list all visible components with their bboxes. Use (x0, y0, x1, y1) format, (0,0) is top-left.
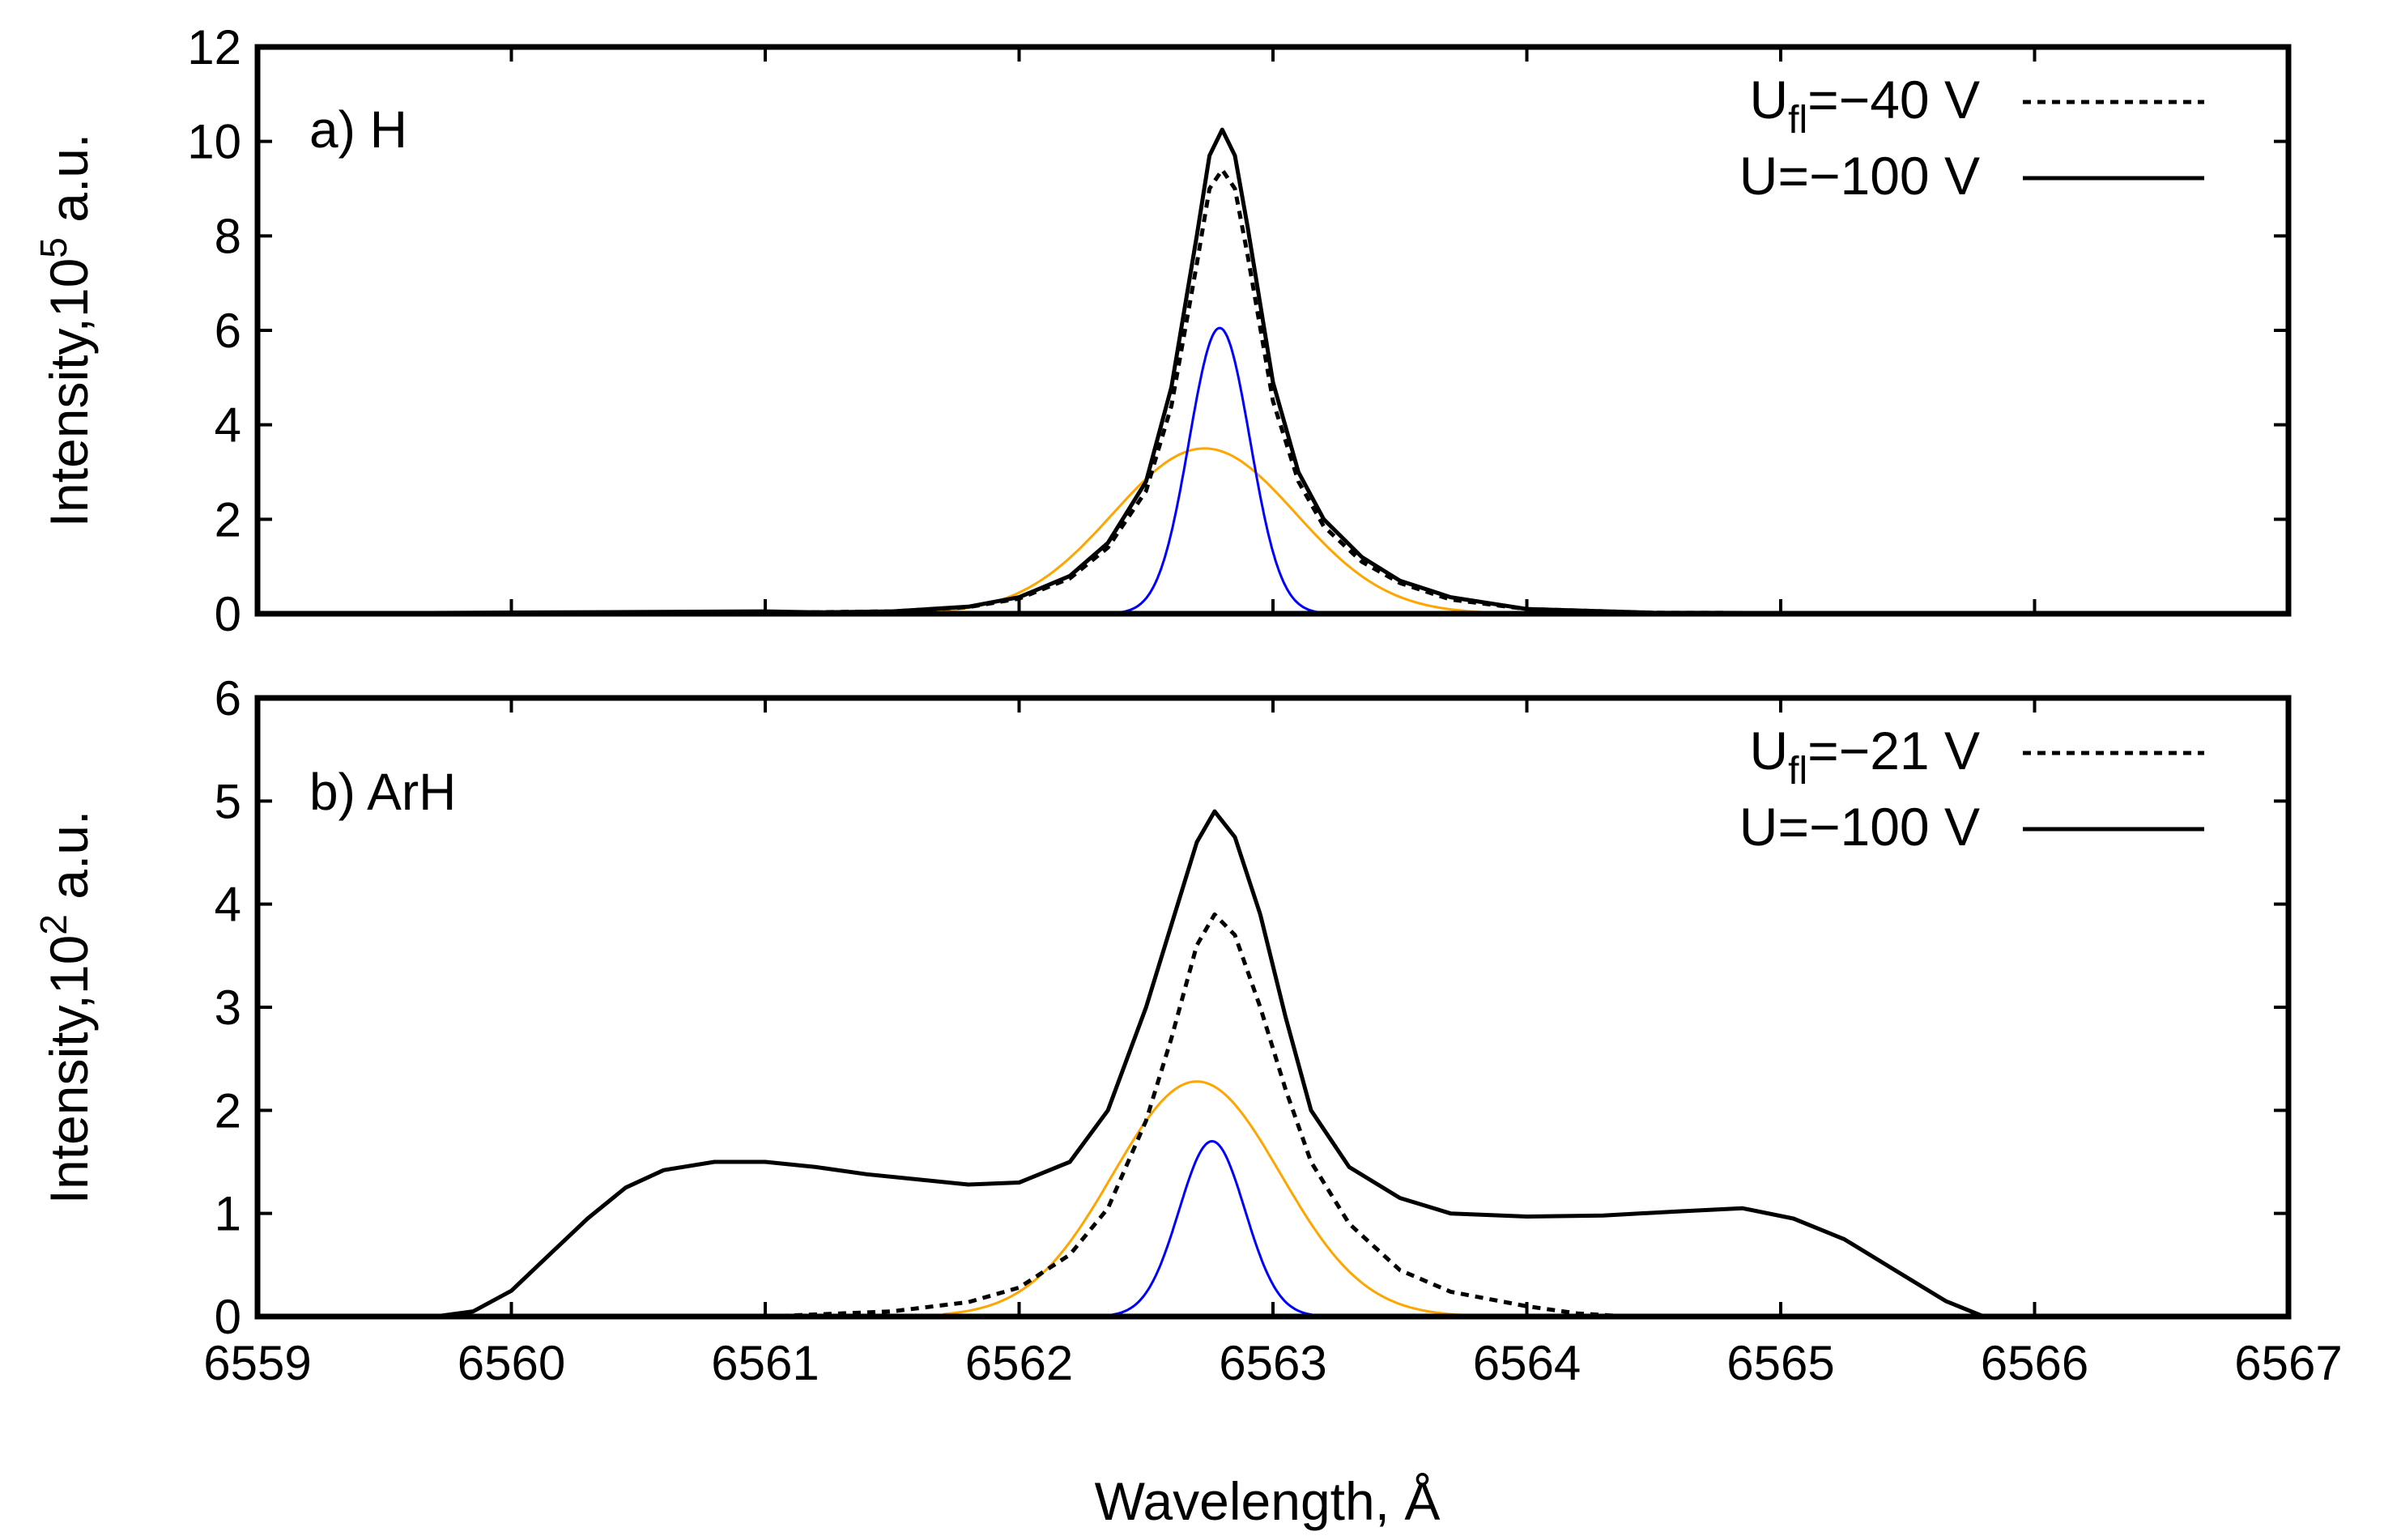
x-axis-title: Wavelength, Å (1095, 1471, 1441, 1531)
legend-label: Ufl=−21 V (1749, 721, 1980, 793)
panel-b: 6559 6560 6561 6562 6563 6564 6565 6566 6567 0 1 2 3… (32, 671, 2343, 1390)
legend-label-base: U (1749, 721, 1788, 781)
panel-label: b) ArH (309, 763, 456, 821)
series-dotted (257, 168, 2289, 616)
legend-label: Ufl=−40 V (1749, 70, 1980, 142)
y-tick-label: 5 (215, 774, 241, 828)
legend-label-base: U (1739, 146, 1778, 206)
series-narrow-blue (1095, 326, 1350, 615)
y-tick-label: 4 (215, 398, 241, 453)
series-narrow-blue (1095, 1140, 1337, 1318)
y-tick-label: 10 (187, 115, 241, 169)
y-axis-title-base: Intensity,10 (39, 935, 99, 1205)
x-tick-label: 6567 (2234, 1336, 2342, 1390)
y-tick-label: 2 (215, 1083, 241, 1138)
legend-label-rest: =−100 V (1777, 797, 1980, 857)
legend-label-base: U (1739, 797, 1778, 857)
legend-label-subscript: fl (1788, 750, 1807, 793)
y-axis-title-suffix: a.u. (39, 134, 99, 237)
x-tick-label: 6559 (203, 1336, 311, 1390)
y-axis-title: Intensity,102 a.u. (32, 810, 99, 1205)
series-broad-orange (892, 447, 1527, 615)
legend-label-rest: =−100 V (1777, 146, 1980, 206)
y-axis-title-suffix: a.u. (39, 810, 99, 914)
legend-label-base: U (1749, 70, 1788, 130)
panel-label: a) H (309, 100, 407, 159)
series-broad-orange (943, 1080, 1476, 1317)
y-tick-label: 0 (215, 587, 241, 641)
y-tick-label: 1 (215, 1187, 241, 1241)
series-solid (435, 809, 1985, 1319)
y-tick-label: 6 (215, 304, 241, 358)
series-solid (257, 127, 2289, 616)
x-tick-label: 6561 (711, 1336, 819, 1390)
y-axis-title: Intensity,105 a.u. (32, 134, 99, 528)
legend-label-rest: =−21 V (1807, 721, 1980, 781)
legend-label: U=−100 V (1739, 797, 1980, 857)
y-tick-label: 12 (187, 20, 241, 74)
x-tick-label: 6564 (1473, 1336, 1581, 1390)
x-tick-label: 6566 (1981, 1336, 2088, 1390)
y-tick-label: 2 (215, 492, 241, 547)
x-tick-label: 6562 (965, 1336, 1073, 1390)
y-axis-title-base: Intensity,10 (39, 258, 99, 528)
y-tick-label: 6 (215, 671, 241, 725)
y-tick-label: 4 (215, 878, 241, 932)
legend-label: U=−100 V (1739, 146, 1980, 206)
plot-frame (254, 44, 2292, 617)
panel-a: 0 2 4 6 8 10 12 a) H Intensity,105 a.u. Ufl=−40 V… (32, 20, 2292, 641)
y-axis-title-exponent: 5 (32, 237, 74, 258)
series-dotted (764, 912, 1629, 1319)
y-axis-title-exponent: 2 (32, 914, 74, 935)
y-tick-label: 3 (215, 981, 241, 1035)
x-tick-label: 6565 (1726, 1336, 1834, 1390)
legend-label-subscript: fl (1788, 99, 1807, 142)
y-tick-label: 0 (215, 1290, 241, 1344)
plot-frame (254, 695, 2292, 1320)
x-tick-label: 6563 (1219, 1336, 1326, 1390)
x-tick-label: 6560 (458, 1336, 565, 1390)
legend-label-rest: =−40 V (1807, 70, 1980, 130)
y-tick-label: 8 (215, 209, 241, 263)
